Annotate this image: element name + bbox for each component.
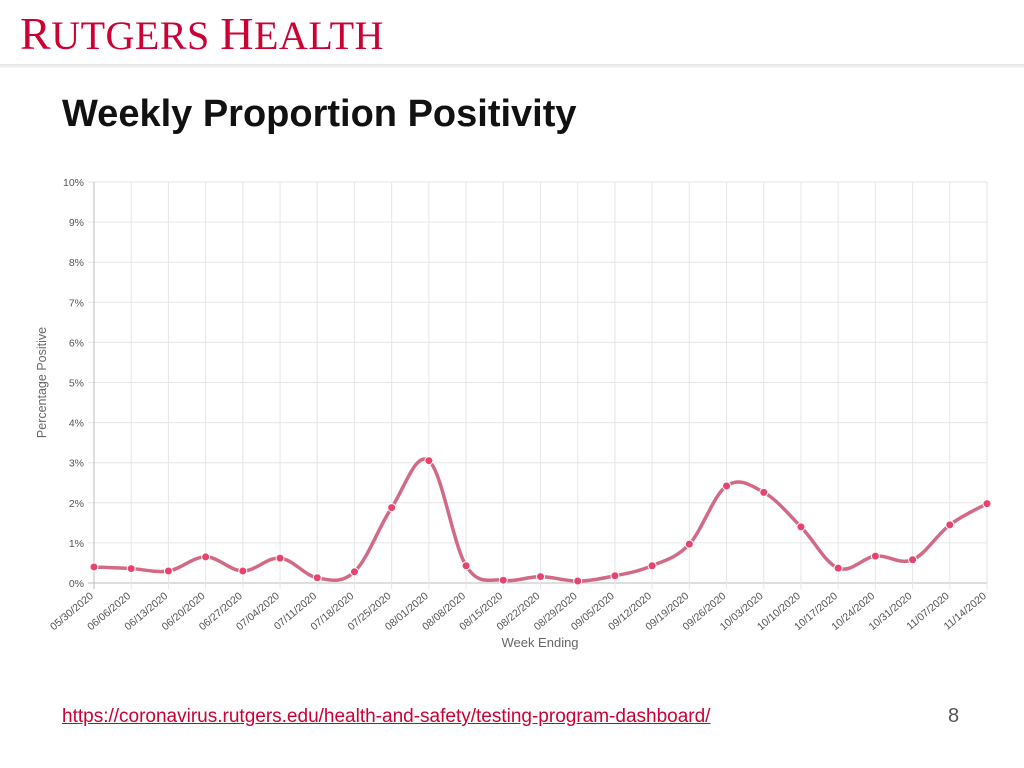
data-point — [536, 572, 545, 582]
data-point — [833, 563, 843, 573]
positivity-line-chart: 0% 1% 2% 3% 4% 5% 6% 7% 8% 9% 10% 05/30/202006/06/… — [35, 177, 992, 650]
y-axis-ticks: 0% 1% 2% 3% 4% 5% 6% 7% 8% 9% 10% — [63, 177, 84, 590]
data-point — [312, 573, 322, 583]
data-point — [349, 567, 359, 577]
data-point — [424, 456, 434, 466]
data-point — [498, 575, 508, 585]
data-point — [647, 561, 657, 571]
data-point — [945, 520, 955, 530]
x-axis-ticks: 05/30/202006/06/202006/13/202006/20/2020… — [48, 590, 989, 633]
data-point — [461, 561, 471, 571]
y-axis-label: Percentage Positive — [35, 327, 49, 438]
y-tick-label: 0% — [69, 578, 84, 590]
data-point — [573, 576, 583, 586]
page-number: 8 — [948, 705, 960, 727]
data-point — [238, 566, 248, 576]
y-tick-label: 10% — [63, 177, 84, 189]
slide-title: Weekly Proportion Positivity — [62, 93, 577, 135]
x-axis-label: Week Ending — [501, 635, 578, 650]
chart-gridlines — [88, 181, 988, 589]
y-tick-label: 3% — [69, 458, 84, 470]
data-point — [387, 503, 397, 513]
data-point — [126, 564, 136, 574]
data-point — [684, 539, 694, 549]
data-point — [908, 555, 918, 565]
header-divider — [0, 64, 1024, 68]
y-tick-label: 1% — [69, 538, 84, 550]
y-tick-label: 8% — [69, 257, 84, 269]
data-points — [89, 456, 992, 586]
y-tick-label: 5% — [69, 378, 84, 390]
dashboard-link[interactable]: https://coronavirus.rutgers.edu/health-a… — [62, 706, 711, 727]
data-point — [759, 487, 769, 497]
data-point — [275, 553, 285, 563]
data-point — [201, 552, 211, 562]
y-tick-label: 7% — [69, 297, 84, 309]
data-point — [722, 481, 732, 491]
data-point — [796, 522, 806, 532]
data-point — [982, 499, 992, 509]
y-tick-label: 2% — [69, 498, 84, 510]
data-point — [163, 566, 173, 576]
y-tick-label: 4% — [69, 418, 84, 430]
data-point — [89, 562, 99, 572]
rutgers-health-logo: RUTGERS HEALTH — [20, 8, 384, 59]
y-tick-label: 9% — [69, 217, 84, 229]
y-tick-label: 6% — [69, 337, 84, 349]
data-point — [610, 571, 620, 581]
data-point — [870, 551, 880, 561]
